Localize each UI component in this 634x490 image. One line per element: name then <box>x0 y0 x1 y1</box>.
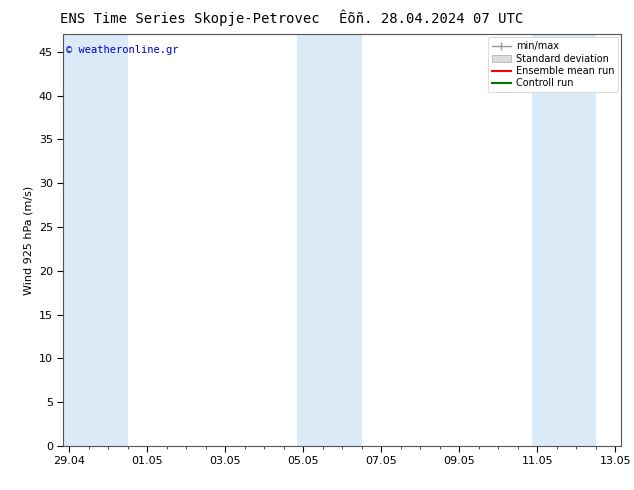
Text: © weatheronline.gr: © weatheronline.gr <box>66 45 179 54</box>
Y-axis label: Wind 925 hPa (m/s): Wind 925 hPa (m/s) <box>23 186 34 294</box>
Bar <box>63 34 128 446</box>
Bar <box>297 34 362 446</box>
Bar <box>531 34 596 446</box>
Legend: min/max, Standard deviation, Ensemble mean run, Controll run: min/max, Standard deviation, Ensemble me… <box>488 37 618 92</box>
Text: ENS Time Series Skopje-Petrovec: ENS Time Series Skopje-Petrovec <box>60 12 320 26</box>
Text: Êõñ. 28.04.2024 07 UTC: Êõñ. 28.04.2024 07 UTC <box>339 12 523 26</box>
